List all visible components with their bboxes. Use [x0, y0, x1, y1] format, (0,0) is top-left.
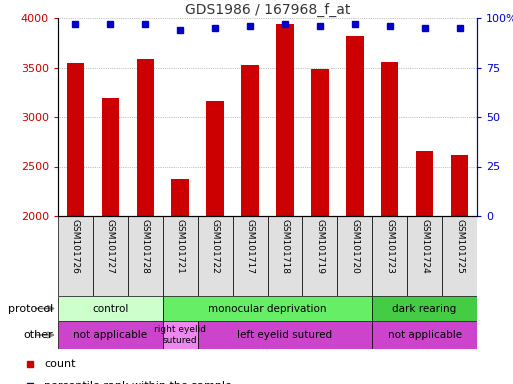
Bar: [372, 296, 477, 321]
Bar: [407, 216, 442, 296]
Text: GSM101726: GSM101726: [71, 219, 80, 274]
Bar: [416, 151, 433, 216]
Text: not applicable: not applicable: [73, 330, 147, 340]
Text: GSM101728: GSM101728: [141, 219, 150, 274]
Bar: [311, 70, 329, 216]
Text: monocular deprivation: monocular deprivation: [208, 303, 327, 313]
Bar: [163, 296, 372, 321]
Bar: [58, 321, 163, 349]
Text: GSM101718: GSM101718: [281, 219, 289, 274]
Text: other: other: [23, 330, 53, 340]
Text: count: count: [45, 359, 76, 369]
Text: percentile rank within the sample: percentile rank within the sample: [45, 381, 232, 384]
Text: right eyelid
sutured: right eyelid sutured: [154, 325, 206, 345]
Bar: [171, 179, 189, 216]
Bar: [163, 321, 198, 349]
Bar: [276, 24, 293, 216]
Text: GSM101722: GSM101722: [211, 219, 220, 274]
Bar: [451, 155, 468, 216]
Bar: [198, 321, 372, 349]
Title: GDS1986 / 167968_f_at: GDS1986 / 167968_f_at: [185, 3, 350, 17]
Bar: [372, 216, 407, 296]
Text: GSM101721: GSM101721: [176, 219, 185, 274]
Bar: [58, 216, 93, 296]
Text: GSM101724: GSM101724: [420, 219, 429, 274]
Bar: [381, 61, 399, 216]
Bar: [58, 296, 163, 321]
Bar: [372, 321, 477, 349]
Bar: [241, 65, 259, 216]
Bar: [128, 216, 163, 296]
Bar: [303, 216, 338, 296]
Text: left eyelid sutured: left eyelid sutured: [238, 330, 332, 340]
Bar: [136, 59, 154, 216]
Bar: [338, 216, 372, 296]
Bar: [346, 36, 364, 216]
Text: control: control: [92, 303, 129, 313]
Bar: [267, 216, 303, 296]
Text: GSM101723: GSM101723: [385, 219, 394, 274]
Text: GSM101719: GSM101719: [315, 219, 324, 274]
Text: GSM101720: GSM101720: [350, 219, 359, 274]
Bar: [93, 216, 128, 296]
Bar: [163, 216, 198, 296]
Bar: [232, 216, 267, 296]
Bar: [198, 216, 232, 296]
Text: GSM101727: GSM101727: [106, 219, 115, 274]
Bar: [442, 216, 477, 296]
Bar: [102, 98, 119, 216]
Text: dark rearing: dark rearing: [392, 303, 457, 313]
Text: not applicable: not applicable: [387, 330, 462, 340]
Text: GSM101725: GSM101725: [455, 219, 464, 274]
Bar: [206, 101, 224, 216]
Text: GSM101717: GSM101717: [246, 219, 254, 274]
Text: protocol: protocol: [8, 303, 53, 313]
Bar: [67, 63, 84, 216]
